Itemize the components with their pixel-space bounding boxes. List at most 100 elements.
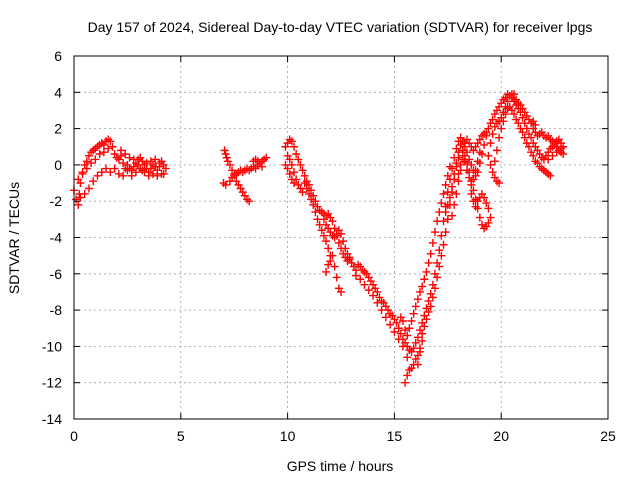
data-point [285, 169, 294, 178]
data-point [78, 169, 87, 178]
data-point [407, 316, 416, 325]
data-point [222, 153, 231, 162]
data-point [420, 275, 429, 284]
axis-ticks [73, 55, 609, 420]
data-point [138, 166, 147, 175]
data-point [401, 326, 410, 335]
data-point [351, 271, 360, 280]
data-point [82, 164, 91, 173]
data-point [373, 298, 382, 307]
x-tick-label: 5 [177, 428, 185, 444]
data-point [413, 295, 422, 304]
data-point [467, 189, 476, 198]
data-point [381, 313, 390, 322]
data-point [437, 251, 446, 260]
data-point [518, 113, 527, 122]
data-point [465, 173, 474, 182]
data-point [403, 353, 412, 362]
data-point [450, 169, 459, 178]
data-point [74, 175, 83, 184]
data-point [503, 97, 512, 106]
y-tick-label: -6 [50, 266, 63, 282]
data-point [262, 153, 271, 162]
data-point [341, 244, 350, 253]
data-point [430, 228, 439, 237]
data-point [552, 148, 561, 157]
data-point [225, 160, 234, 169]
data-point [114, 169, 123, 178]
data-point [373, 287, 382, 296]
data-point [492, 146, 501, 155]
data-point [413, 333, 422, 342]
data-point [161, 164, 170, 173]
data-point [398, 316, 407, 325]
data-point [394, 335, 403, 344]
data-point [401, 378, 410, 387]
data-point [290, 168, 299, 177]
data-point [221, 180, 230, 189]
data-point [416, 347, 425, 356]
data-point [396, 329, 405, 338]
data-point [411, 302, 420, 311]
data-point [369, 291, 378, 300]
data-point [418, 336, 427, 345]
y-axis-label: SDTVAR / TECUs [6, 182, 22, 294]
chart-title: Day 157 of 2024, Sidereal Day-to-day VTE… [88, 19, 593, 35]
y-tick-label: -10 [42, 338, 62, 354]
x-tick-label: 20 [493, 428, 509, 444]
x-axis-label: GPS time / hours [287, 458, 394, 474]
data-point [548, 151, 557, 160]
data-point [106, 137, 115, 146]
data-point [324, 244, 333, 253]
data-point [307, 195, 316, 204]
data-point [304, 189, 313, 198]
data-point [501, 102, 510, 111]
data-point [497, 113, 506, 122]
data-point [119, 171, 128, 180]
data-point [76, 193, 85, 202]
data-point [360, 280, 369, 289]
axis-tick-labels: 0 5 10 15 20 25 -14 -12 -10 -8 -6 -4 -2 0 2 4 6 [42, 48, 616, 444]
y-tick-label: 6 [54, 48, 62, 64]
data-point [131, 168, 140, 177]
data-point [142, 159, 151, 168]
data-point [302, 184, 311, 193]
y-tick-label: -2 [50, 193, 63, 209]
data-point [102, 164, 111, 173]
data-point [475, 213, 484, 222]
data-point [486, 139, 495, 148]
data-point [452, 159, 461, 168]
data-point [422, 267, 431, 276]
data-point [345, 253, 354, 262]
data-point [514, 119, 523, 128]
data-point [463, 166, 472, 175]
data-point [452, 189, 461, 198]
data-point [460, 157, 469, 166]
data-point [97, 168, 106, 177]
data-point [520, 133, 529, 142]
data-point [129, 155, 138, 164]
data-point [87, 159, 96, 168]
data-point [435, 246, 444, 255]
data-point [119, 159, 128, 168]
data-point [99, 148, 108, 157]
data-point [482, 128, 491, 137]
y-tick-label: -12 [42, 375, 62, 391]
data-point [82, 157, 91, 166]
data-point [499, 108, 508, 117]
data-point [285, 155, 294, 164]
data-point [524, 115, 533, 124]
data-point [482, 199, 491, 208]
data-point [110, 164, 119, 173]
data-point [557, 144, 566, 153]
x-tick-label: 10 [280, 428, 296, 444]
data-point [456, 140, 465, 149]
data-point [74, 200, 83, 209]
data-point [524, 142, 533, 151]
data-point [422, 315, 431, 324]
data-point [364, 286, 373, 295]
data-point [317, 226, 326, 235]
data-point [326, 257, 335, 266]
data-point [469, 175, 478, 184]
